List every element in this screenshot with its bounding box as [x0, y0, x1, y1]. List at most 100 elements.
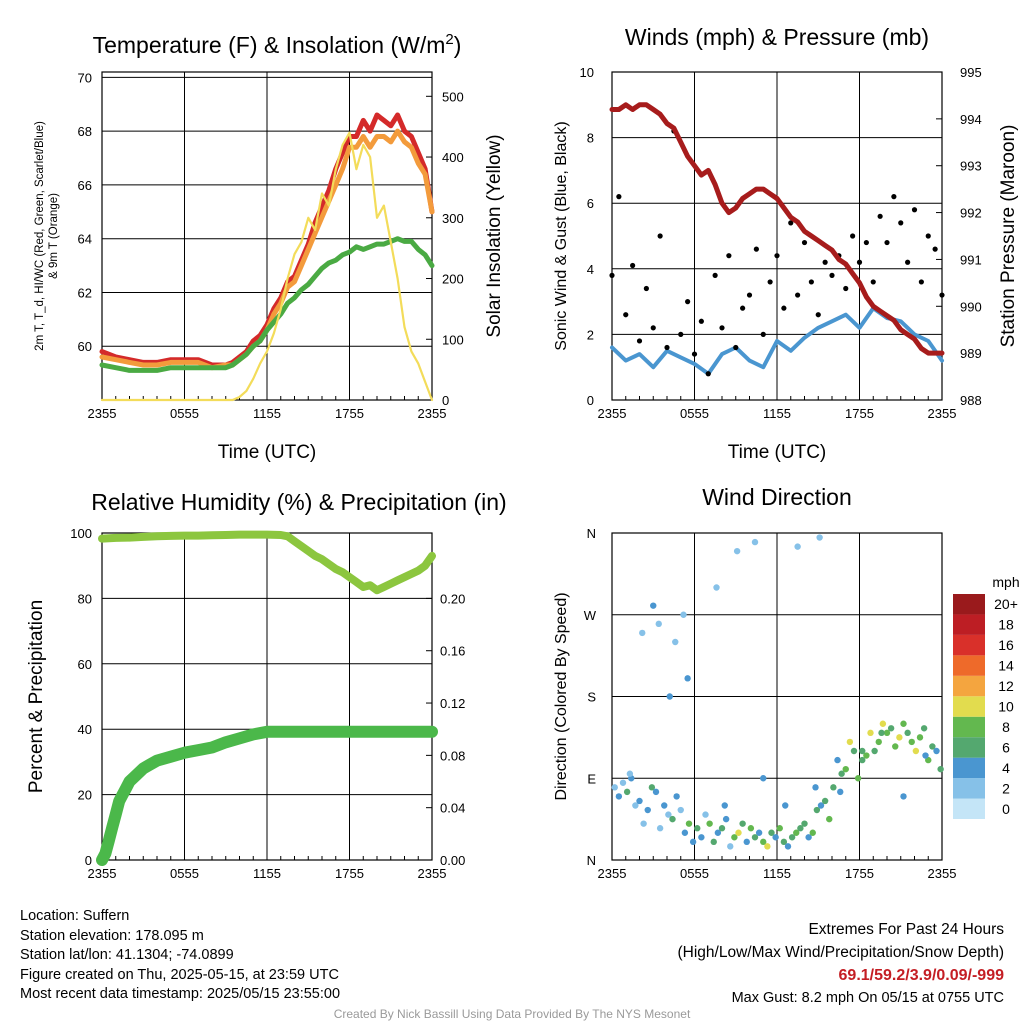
direction-point: [801, 820, 808, 827]
direction-point: [733, 547, 741, 555]
gust-point: [691, 351, 698, 357]
y-tick-label: E: [587, 771, 596, 786]
y-right-tick-label: 500: [442, 89, 464, 104]
direction-point: [648, 784, 656, 791]
gust-point: [863, 239, 869, 246]
legend-swatch: [953, 675, 985, 697]
direction-point: [718, 825, 726, 832]
y-right-tick-label: 300: [442, 211, 464, 226]
direction-point: [772, 834, 779, 841]
gust-point: [905, 259, 911, 265]
gust-point: [664, 344, 670, 351]
gust-point: [746, 292, 753, 298]
y-right-tick-label: 0.00: [440, 853, 465, 868]
direction-point: [636, 797, 643, 805]
y-right-tick-label: 0: [442, 393, 449, 408]
direction-point: [842, 765, 849, 773]
direction-point: [615, 793, 623, 800]
gust-point: [911, 207, 918, 213]
gust-point: [616, 194, 622, 200]
y-tick-label: 66: [78, 178, 92, 193]
gust-point: [898, 220, 904, 226]
y-tick-label: 0: [85, 853, 92, 868]
station-elevation: Station elevation: 178.095 m: [20, 927, 204, 944]
x-tick-label: 1155: [763, 406, 791, 421]
direction-point: [694, 825, 701, 832]
direction-point: [698, 834, 705, 841]
direction-point: [652, 788, 660, 796]
direction-point: [739, 820, 746, 827]
direction-point: [632, 802, 639, 809]
direction-point: [883, 729, 891, 737]
x-tick-label: 1755: [335, 406, 364, 421]
gust-point: [870, 279, 876, 285]
gust-point: [767, 279, 773, 285]
direction-point: [916, 734, 924, 741]
series-maroon: [609, 102, 945, 356]
direction-point: [776, 825, 783, 832]
x-tick-label: 0555: [170, 866, 199, 881]
y-right-tick-label: 988: [960, 393, 982, 408]
gust-point: [850, 233, 856, 239]
gust-point: [795, 292, 801, 298]
legend-label: 12: [998, 678, 1014, 694]
x-tick-label: 1755: [845, 866, 874, 881]
direction-point: [714, 829, 722, 836]
legend-label: 18: [998, 617, 1014, 633]
chart-title: Relative Humidity (%) & Precipitation (i…: [91, 489, 506, 515]
y-tick-label: 62: [78, 285, 92, 300]
x-tick-label: 1155: [253, 866, 281, 881]
direction-point: [920, 725, 928, 732]
gust-point: [630, 262, 636, 269]
y-right-axis-title: Station Pressure (Maroon): [998, 125, 1019, 348]
y-right-tick-label: 200: [442, 272, 464, 287]
humidity-panel: 2355 0555 1155 1755 23550204060801000.000.04…: [26, 489, 507, 881]
direction-point: [817, 802, 825, 809]
direction-point: [908, 738, 915, 746]
chart-title: Winds (mph) & Pressure (mb): [625, 24, 929, 50]
extremes-values: 69.1/59.2/3.9/0.09/-999: [838, 967, 1004, 984]
legend-swatch: [953, 778, 985, 799]
gust-point: [685, 299, 691, 305]
direction-point: [879, 720, 887, 727]
direction-point: [812, 784, 819, 791]
legend-swatch: [953, 655, 985, 676]
legend-label: 16: [998, 637, 1014, 653]
direction-point: [813, 806, 821, 814]
gust-point: [939, 292, 945, 298]
direction-point: [673, 793, 680, 800]
direction-point: [743, 838, 750, 846]
y-tick-label: 8: [587, 131, 594, 146]
y-right-tick-label: 992: [960, 206, 982, 221]
direction-point: [830, 784, 837, 791]
y-tick-label: 64: [78, 232, 92, 247]
direction-point: [760, 838, 767, 846]
x-tick-label: 2355: [418, 406, 447, 421]
y-right-tick-label: 0.04: [440, 801, 465, 816]
direction-point: [710, 838, 717, 846]
direction-point: [672, 638, 679, 646]
direction-point: [640, 820, 647, 827]
direction-point: [685, 820, 693, 827]
legend-label: 0: [1002, 801, 1010, 817]
x-tick-label: 1755: [845, 406, 874, 421]
direction-point: [713, 584, 720, 591]
y-tick-label: 2: [587, 327, 594, 342]
temperature-frame: [101, 71, 433, 401]
y-right-tick-label: 994: [960, 112, 982, 127]
series-green: [99, 236, 435, 373]
gust-point: [891, 194, 897, 200]
gust-point: [712, 272, 718, 278]
chart-title: Temperature (F) & Insolation (W/m2): [93, 31, 462, 58]
y-right-tick-label: 0.08: [440, 748, 465, 763]
y-right-tick-label: 993: [960, 159, 982, 174]
y-tick-label: W: [584, 608, 597, 623]
gust-point: [705, 371, 711, 377]
y-right-axis-title: Solar Insolation (Yellow): [484, 134, 505, 337]
direction-point: [859, 756, 866, 764]
y-right-tick-label: 0.20: [440, 591, 465, 606]
extremes-subtitle: (High/Low/Max Wind/Precipitation/Snow De…: [677, 944, 1005, 961]
y-right-tick-label: 0.16: [440, 644, 465, 659]
station-latlon: Station lat/lon: 41.1304; -74.0899: [20, 947, 234, 963]
station-location: Location: Suffern: [20, 908, 130, 924]
